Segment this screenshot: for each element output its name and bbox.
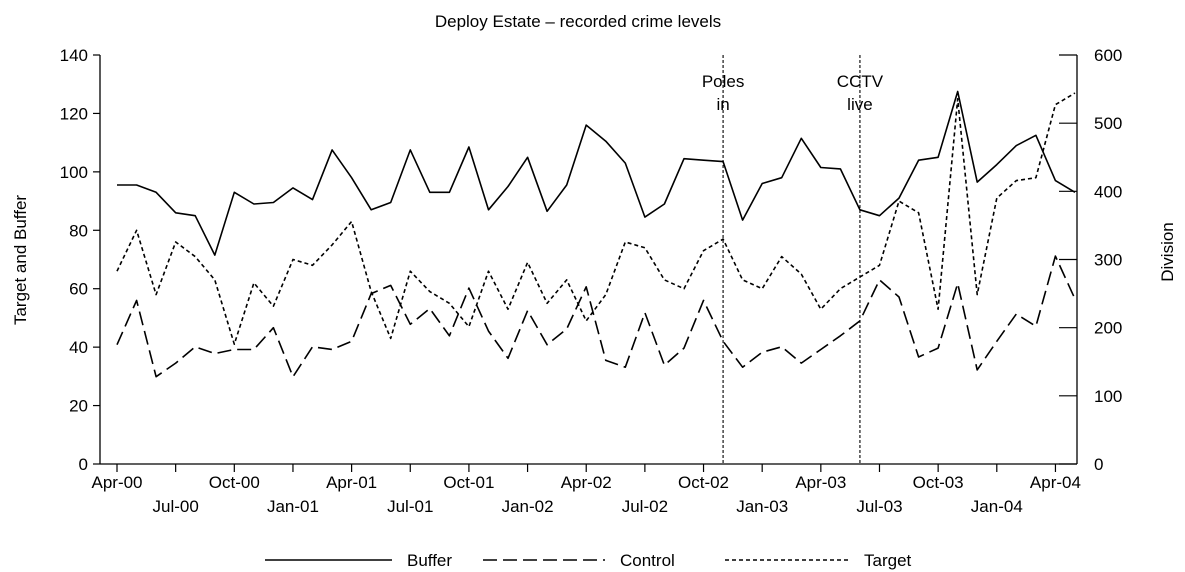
y2-tick-label: 100 xyxy=(1094,387,1122,406)
legend-label-target: Target xyxy=(864,551,912,570)
x-tick-label: Oct-01 xyxy=(443,473,494,492)
y2-tick-label: 500 xyxy=(1094,114,1122,133)
x-tick-label: Jul-02 xyxy=(622,497,668,516)
series-line-buffer xyxy=(117,90,1076,256)
series-line-target xyxy=(116,92,1076,346)
annotation-label: live xyxy=(847,95,873,114)
x-tick-label: Apr-03 xyxy=(795,473,846,492)
y-tick-label: 80 xyxy=(69,221,88,240)
y-tick-label: 20 xyxy=(69,397,88,416)
y2-tick-label: 300 xyxy=(1094,251,1122,270)
y2-tick-label: 200 xyxy=(1094,319,1122,338)
y2-tick-label: 400 xyxy=(1094,182,1122,201)
x-tick-label: Oct-00 xyxy=(209,473,260,492)
y-tick-label: 0 xyxy=(79,455,88,474)
x-tick-label: Jul-03 xyxy=(856,497,902,516)
x-tick-label: Jul-00 xyxy=(152,497,198,516)
x-tick-label: Jan-03 xyxy=(736,497,788,516)
y2-tick-label: 600 xyxy=(1094,46,1122,65)
annotation-label: Poles xyxy=(702,72,745,91)
x-tick-label: Apr-04 xyxy=(1030,473,1081,492)
y-tick-label: 140 xyxy=(60,46,88,65)
chart-title: Deploy Estate – recorded crime levels xyxy=(435,12,721,31)
legend-label-buffer: Buffer xyxy=(407,551,452,570)
legend: Buffer Control Target xyxy=(265,551,912,570)
x-tick-label: Jan-02 xyxy=(502,497,554,516)
y2-axis-title: Division xyxy=(1158,222,1177,282)
y-axis-title: Target and Buffer xyxy=(11,195,30,325)
x-tick-label: Apr-00 xyxy=(91,473,142,492)
y-tick-label: 120 xyxy=(60,104,88,123)
x-tick-label: Oct-02 xyxy=(678,473,729,492)
y-tick-label: 60 xyxy=(69,280,88,299)
legend-label-control: Control xyxy=(620,551,675,570)
plot-area: 0 20 40 60 80 100 120 140 0 100 200 300 400 500 600 Apr… xyxy=(60,46,1123,516)
annotation-label: CCTV xyxy=(837,72,884,91)
x-tick-label: Jul-01 xyxy=(387,497,433,516)
y-tick-label: 40 xyxy=(69,338,88,357)
x-tick-label: Apr-02 xyxy=(561,473,612,492)
annotation-label: in xyxy=(716,95,729,114)
x-tick-label: Apr-01 xyxy=(326,473,377,492)
y-tick-label: 100 xyxy=(60,163,88,182)
x-tick-label: Oct-03 xyxy=(913,473,964,492)
series-line-control xyxy=(116,255,1076,378)
y2-tick-label: 0 xyxy=(1094,455,1103,474)
x-tick-label: Jan-04 xyxy=(971,497,1023,516)
x-tick-label: Jan-01 xyxy=(267,497,319,516)
